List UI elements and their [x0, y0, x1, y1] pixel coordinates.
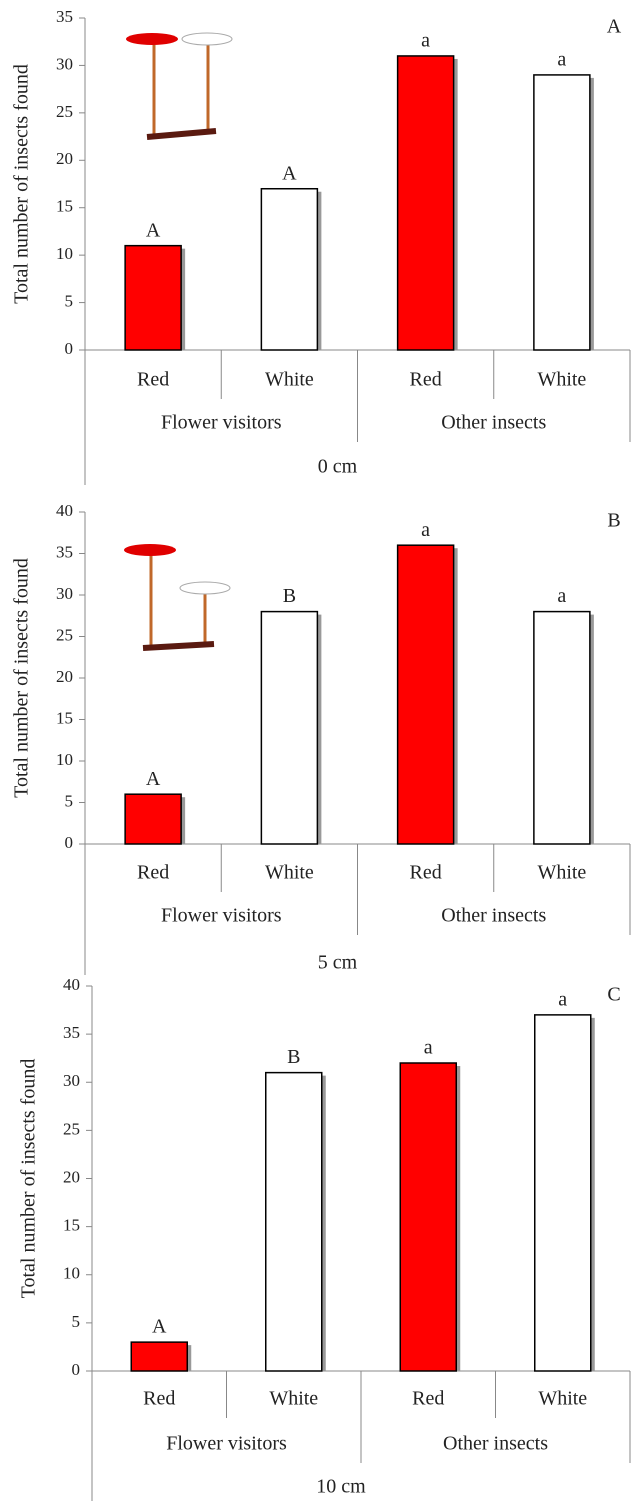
- bar: [534, 1014, 592, 1372]
- illustration: [124, 544, 231, 651]
- x-tick-label: Red: [412, 1388, 444, 1410]
- group-label: Flower visitors: [166, 1433, 287, 1455]
- group-label: Other insects: [441, 412, 546, 434]
- y-tick-label: 5: [72, 1312, 81, 1331]
- group-label: Flower visitors: [161, 905, 282, 927]
- x-tick-label: White: [269, 1388, 318, 1410]
- bar: [130, 1341, 188, 1372]
- y-axis-label: Total number of insects found: [18, 1059, 40, 1299]
- bar: [396, 55, 455, 351]
- bar: [396, 544, 455, 845]
- y-tick-label: 30: [56, 54, 73, 73]
- y-tick-label: 40: [63, 975, 80, 994]
- x-tick-label: White: [537, 369, 586, 391]
- group-label: Other insects: [443, 1433, 548, 1455]
- significance-letter: a: [424, 1037, 433, 1059]
- x-axis-label: 0 cm: [318, 456, 358, 478]
- y-tick-label: 10: [56, 750, 73, 769]
- bar: [265, 1071, 323, 1372]
- bar: [260, 610, 319, 845]
- y-axis-label: Total number of insects found: [11, 64, 33, 304]
- x-tick-label: White: [538, 1388, 587, 1410]
- y-tick-label: 25: [56, 102, 73, 121]
- significance-letter: a: [421, 30, 430, 52]
- x-tick-label: Red: [410, 862, 442, 884]
- y-tick-label: 25: [63, 1119, 80, 1138]
- x-tick-label: White: [537, 862, 586, 884]
- significance-letter: a: [557, 49, 566, 71]
- y-tick-label: 15: [56, 708, 73, 727]
- y-tick-label: 0: [72, 1360, 81, 1379]
- y-tick-label: 15: [56, 197, 73, 216]
- y-tick-label: 30: [63, 1071, 80, 1090]
- y-tick-label: 35: [63, 1023, 80, 1042]
- x-axis-label: 10 cm: [316, 1476, 366, 1498]
- significance-letter: A: [146, 219, 161, 241]
- x-axis-label: 5 cm: [318, 952, 358, 974]
- significance-letter: a: [557, 585, 566, 607]
- bar: [533, 610, 591, 845]
- significance-letter: A: [152, 1316, 167, 1338]
- bar: [124, 244, 182, 351]
- bar: [533, 74, 591, 351]
- y-tick-label: 40: [56, 501, 73, 520]
- panel-label: C: [607, 984, 620, 1006]
- y-tick-label: 30: [56, 584, 73, 603]
- bar: [124, 793, 182, 845]
- y-tick-label: 0: [65, 339, 74, 358]
- y-tick-label: 20: [63, 1167, 80, 1186]
- y-tick-label: 10: [56, 244, 73, 263]
- y-tick-label: 35: [56, 542, 73, 561]
- y-tick-label: 10: [63, 1264, 80, 1283]
- bar: [399, 1062, 457, 1372]
- y-tick-label: 20: [56, 149, 73, 168]
- significance-letter: B: [287, 1046, 300, 1068]
- x-tick-label: White: [265, 369, 314, 391]
- x-tick-label: White: [265, 862, 314, 884]
- panel-label: A: [607, 16, 622, 38]
- y-tick-label: 5: [65, 291, 74, 310]
- y-tick-label: 35: [56, 7, 73, 26]
- significance-letter: B: [283, 585, 296, 607]
- illustration: [126, 32, 233, 140]
- x-tick-label: Red: [143, 1388, 175, 1410]
- y-axis-label: Total number of insects found: [11, 558, 33, 798]
- y-tick-label: 0: [65, 833, 74, 852]
- x-tick-label: Red: [137, 369, 169, 391]
- y-tick-label: 15: [63, 1216, 80, 1235]
- y-tick-label: 25: [56, 625, 73, 644]
- significance-letter: a: [421, 519, 430, 541]
- significance-letter: a: [558, 988, 567, 1010]
- group-label: Flower visitors: [161, 412, 282, 434]
- bar: [260, 187, 319, 351]
- group-label: Other insects: [441, 905, 546, 927]
- y-tick-label: 20: [56, 667, 73, 686]
- y-tick-label: 5: [65, 791, 74, 810]
- x-tick-label: Red: [137, 862, 169, 884]
- significance-letter: A: [282, 162, 297, 184]
- x-tick-label: Red: [410, 369, 442, 391]
- significance-letter: A: [146, 768, 161, 790]
- panel-label: B: [607, 510, 620, 532]
